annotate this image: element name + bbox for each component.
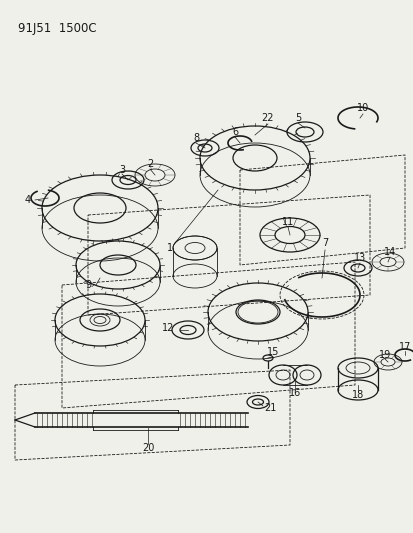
Text: 18: 18: [351, 390, 363, 400]
Text: 8: 8: [192, 133, 199, 143]
Text: 11: 11: [281, 217, 293, 227]
Text: 19: 19: [378, 350, 390, 360]
Text: 5: 5: [294, 113, 300, 123]
Text: 2: 2: [147, 159, 153, 169]
Text: 4: 4: [25, 195, 31, 205]
Text: 14: 14: [383, 247, 395, 257]
Text: 10: 10: [356, 103, 368, 113]
Text: 7: 7: [321, 238, 328, 248]
Text: 91J51  1500C: 91J51 1500C: [18, 22, 96, 35]
Text: 21: 21: [263, 403, 275, 413]
Text: 20: 20: [142, 443, 154, 453]
Text: 17: 17: [398, 342, 410, 352]
Text: 9: 9: [85, 280, 91, 290]
Text: 1: 1: [166, 243, 173, 253]
Text: 3: 3: [119, 165, 125, 175]
Text: 16: 16: [288, 388, 300, 398]
Text: 12: 12: [161, 323, 174, 333]
Text: 15: 15: [266, 347, 278, 357]
Text: 22: 22: [261, 113, 273, 123]
Text: 13: 13: [353, 253, 365, 263]
Text: 6: 6: [231, 127, 237, 137]
